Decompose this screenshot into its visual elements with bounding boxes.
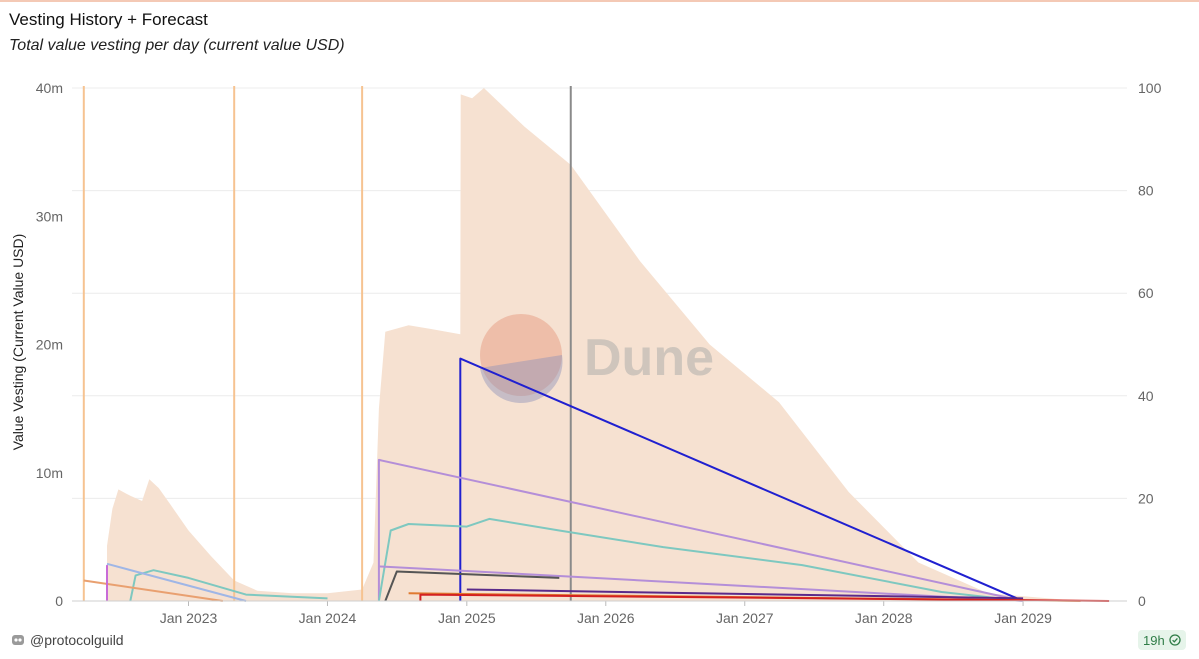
- total-vesting-area: [107, 88, 1081, 601]
- x-tick-label: Jan 2024: [299, 610, 357, 625]
- y-tick-label: 40m: [36, 80, 63, 96]
- vesting-chart: Dune 0 20 40 60 80 100 0 10m 20m 30m 40m Jan 2023 Ja…: [10, 80, 1162, 625]
- y2-tick-label: 100: [1138, 80, 1162, 96]
- series-line: [466, 588, 1024, 600]
- x-tick-label: Jan 2025: [438, 610, 496, 625]
- y2-tick-label: 20: [1138, 490, 1154, 506]
- y-tick-label: 0: [55, 593, 63, 609]
- y-tick-label: 30m: [36, 208, 63, 224]
- series-line: [459, 357, 1024, 602]
- series-line: [419, 593, 1110, 602]
- freshness-text: 19h: [1143, 632, 1165, 648]
- chart-subtitle: Total value vesting per day (current val…: [9, 37, 345, 54]
- watermark-text: Dune: [584, 329, 714, 387]
- check-circle-icon: [1169, 634, 1181, 646]
- series-line: [377, 517, 1024, 602]
- top-border: [0, 0, 1199, 2]
- x-tick-label: Jan 2029: [994, 610, 1052, 625]
- dune-avatar-icon: [12, 635, 24, 645]
- y-tick-label: 20m: [36, 337, 63, 353]
- x-tick-label: Jan 2023: [160, 610, 218, 625]
- author-name: @protocolguild: [30, 632, 124, 648]
- y2-tick-label: 80: [1138, 183, 1154, 199]
- series-line: [384, 570, 560, 602]
- x-tick-label: Jan 2027: [716, 610, 774, 625]
- series-line: [378, 565, 1024, 602]
- author[interactable]: @protocolguild: [10, 632, 124, 648]
- x-tick-label: Jan 2026: [577, 610, 635, 625]
- y-axis-label: Value Vesting (Current Value USD): [10, 234, 26, 451]
- series-line: [129, 569, 328, 602]
- y-tick-label: 10m: [36, 465, 63, 481]
- series-line: [106, 562, 247, 602]
- y2-tick-label: 0: [1138, 593, 1146, 609]
- chart-title: Vesting History + Forecast: [9, 10, 208, 29]
- x-tick-label: Jan 2028: [855, 610, 913, 625]
- dune-logo-shadow-icon: [480, 355, 563, 404]
- y2-tick-label: 40: [1138, 388, 1154, 404]
- series-line: [377, 458, 1024, 602]
- freshness-badge: 19h: [1138, 630, 1186, 650]
- y2-tick-label: 60: [1138, 285, 1154, 301]
